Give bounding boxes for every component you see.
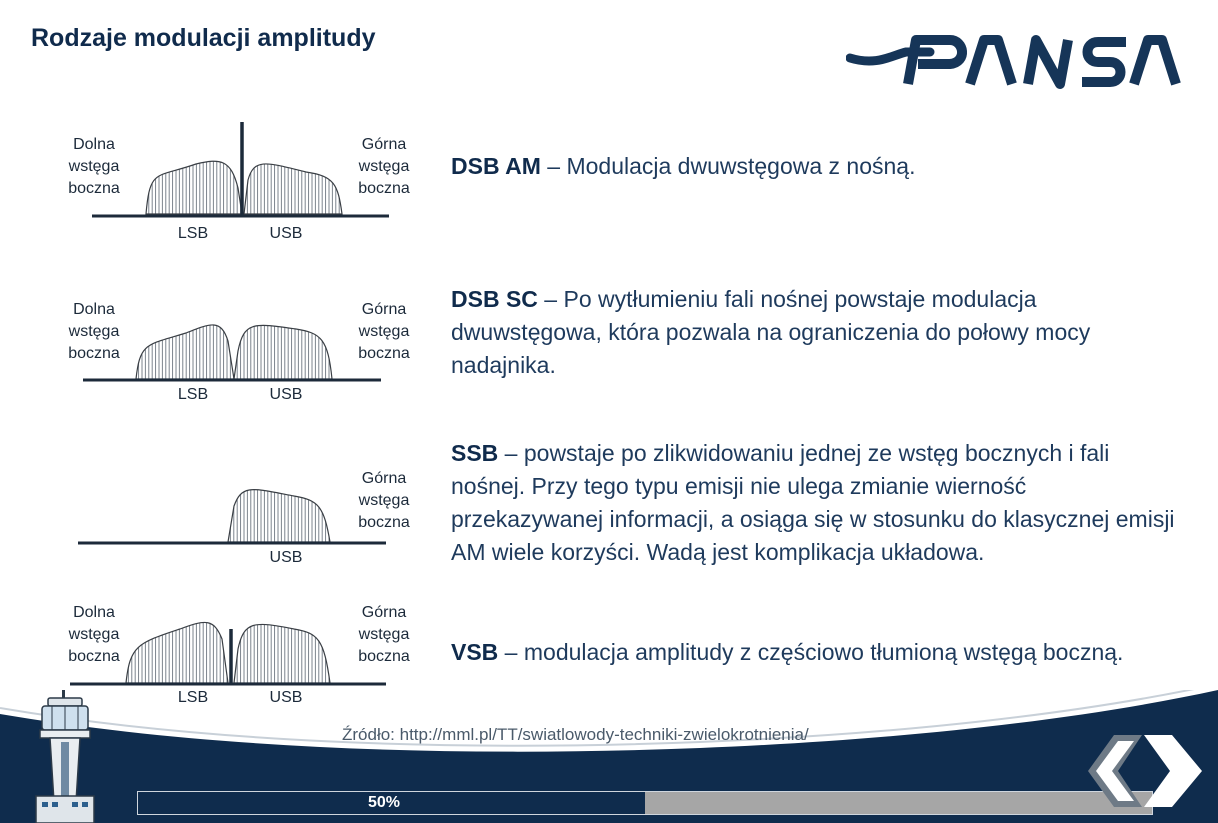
axis-label-lsb: LSB (177, 386, 209, 403)
next-slide-button[interactable] (1138, 733, 1208, 809)
axis-label-usb: USB (269, 225, 303, 242)
description-text: – powstaje po zlikwidowaniu jednej ze ws… (451, 440, 1175, 565)
chevron-right-icon (1144, 735, 1202, 807)
axis-label-usb: USB (269, 386, 303, 403)
axis-label-lsb: LSB (177, 225, 209, 242)
description-vsb: VSB – modulacja amplitudy z częściowo tł… (451, 636, 1191, 669)
spectrum-dsb-sc (83, 324, 381, 382)
description-text: – Modulacja dwuwstęgowa z nośną. (540, 153, 916, 179)
slide-title: Rodzaje modulacji amplitudy (31, 24, 376, 52)
upper-sideband-label: Górna wstęga boczna (358, 604, 410, 665)
progress-bar: 50% (137, 791, 1153, 815)
diagram-dsb-am: Dolna wstęga boczna Górna wstęga boczna … (56, 118, 426, 253)
description-text: – modulacja amplitudy z częściowo tłumio… (498, 639, 1124, 665)
progress-fill (138, 792, 645, 814)
spectrum-ssb (78, 489, 386, 545)
description-term: VSB (451, 639, 499, 665)
progress-percent: 50% (368, 794, 401, 811)
upper-sideband-label: Górna wstęga boczna (358, 136, 410, 197)
diagram-ssb: Górna wstęga boczna USB (56, 446, 426, 581)
axis-label-usb: USB (269, 689, 303, 706)
axis-label-usb: USB (269, 549, 303, 566)
diagram-vsb: Dolna wstęga boczna Górna wstęga boczna … (56, 583, 426, 718)
upper-sideband-label: Górna wstęga boczna (358, 470, 410, 531)
axis-label-lsb: LSB (177, 689, 209, 706)
diagram-dsb-sc: Dolna wstęga boczna Górna wstęga boczna … (56, 281, 426, 416)
chevron-left-icon (1088, 735, 1142, 807)
description-ssb: SSB – powstaje po zlikwidowaniu jednej z… (451, 437, 1176, 569)
upper-sideband-label: Górna wstęga boczna (358, 301, 410, 362)
spectrum-vsb (70, 621, 386, 686)
description-term: SSB (451, 440, 499, 466)
pansa-logo (846, 35, 1181, 89)
description-term: DSB SC (451, 286, 538, 312)
description-dsb-am: DSB AM – Modulacja dwuwstęgowa z nośną. (451, 150, 1191, 183)
source-citation: Źródło: http://mml.pl/TT/swiatlowody-tec… (342, 725, 809, 744)
lower-sideband-label: Dolna wstęga boczna (68, 136, 120, 197)
lower-sideband-label: Dolna wstęga boczna (68, 301, 120, 362)
footer-wave (0, 690, 1218, 823)
control-tower-icon (35, 690, 95, 823)
description-term: DSB AM (451, 153, 541, 179)
description-text: – Po wytłumieniu fali nośnej powstaje mo… (451, 286, 1091, 378)
previous-slide-button[interactable] (1078, 733, 1148, 809)
spectrum-dsb-am (92, 122, 389, 218)
description-dsb-sc: DSB SC – Po wytłumieniu fali nośnej pows… (451, 283, 1151, 382)
lower-sideband-label: Dolna wstęga boczna (68, 604, 120, 665)
